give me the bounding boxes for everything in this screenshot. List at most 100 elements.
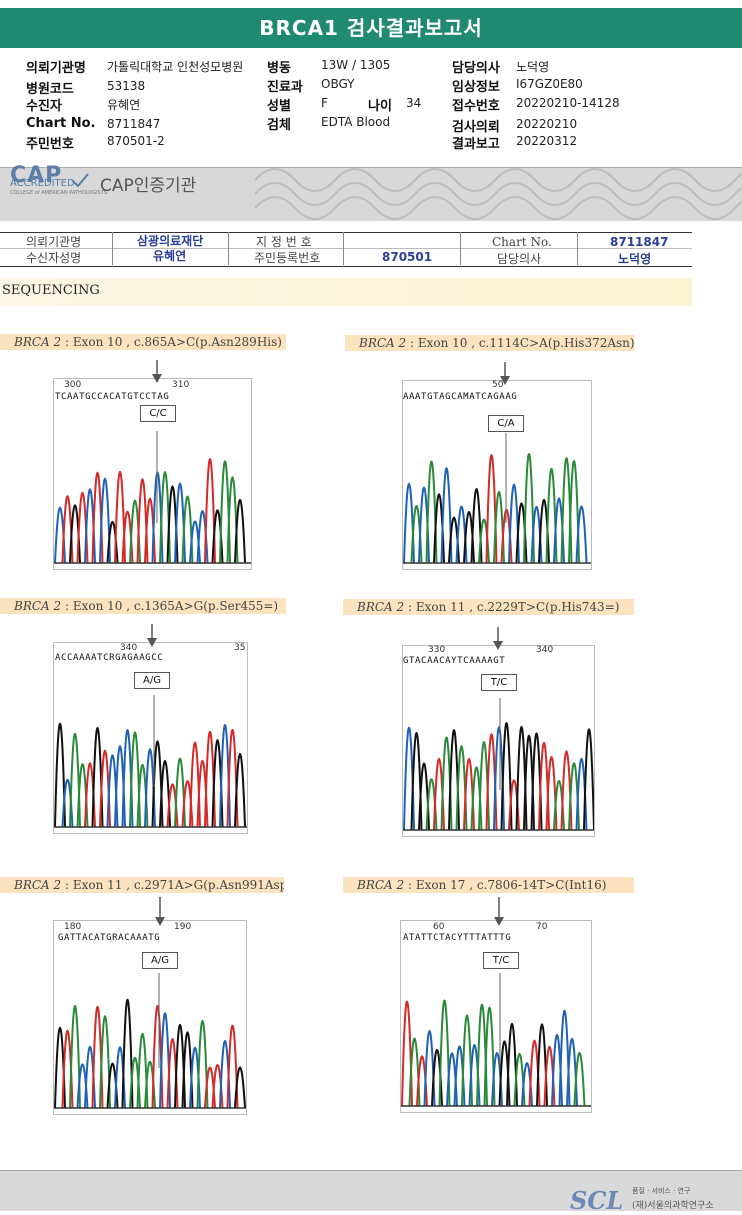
label-department: 진료과 (267, 80, 303, 95)
value-patient-name: 유혜연 (107, 98, 141, 112)
variant-desc: : Exon 17 , c.7806-14T>C(Int16) (404, 878, 607, 892)
chromatogram-5 (53, 920, 247, 1115)
trace-peak (136, 1033, 149, 1109)
base-call-sequence: GATTACATGRACAAATG (58, 933, 161, 943)
trace-peak (204, 458, 216, 564)
genotype-box: T/C (481, 674, 517, 691)
trace-peak (54, 723, 66, 828)
arrow-down-icon (500, 362, 510, 385)
value-department: OBGY (321, 77, 355, 91)
trace-peak (485, 454, 498, 564)
mid-label-receiver: 수신자성명 (26, 251, 82, 265)
trace-peak (99, 477, 111, 564)
label-age: 나이 (368, 99, 392, 114)
table-divider (343, 232, 344, 265)
genotype-box: C/A (488, 415, 524, 432)
arrow-down-icon (147, 624, 157, 647)
position-tick: 180 (64, 922, 82, 932)
trace-peak (478, 518, 490, 564)
gene-name: BRCA 2 (357, 600, 405, 614)
position-tick: 300 (64, 380, 82, 390)
trace-peak (573, 1052, 586, 1107)
label-specimen: 검체 (267, 118, 291, 133)
mid-label-resident-no: 주민등록번호 (254, 251, 321, 265)
cap-college-text: COLLEGE of AMERICAN PATHOLOGISTS (10, 190, 108, 196)
mid-value-physician: 노덕영 (618, 252, 652, 266)
trace-peak (438, 999, 451, 1107)
report-title-bar: BRCA1 검사결과보고서 (0, 8, 742, 48)
cap-logo-text: CAP (10, 163, 63, 188)
trace-peak (440, 467, 453, 564)
variant-desc: : Exon 11 , c.2229T>C(p.His743=) (404, 600, 620, 614)
sequencing-band (0, 278, 692, 306)
genotype-box: A/G (142, 952, 178, 969)
trace-peak (69, 1005, 81, 1109)
position-tick: 35 (234, 643, 246, 653)
label-report-date: 결과보고 (452, 137, 500, 152)
trace-peak (523, 453, 535, 564)
value-requesting-institution: 가톨릭대학교 인천성모병원 (107, 60, 244, 74)
variant-label-6: BRCA 2 : Exon 17 , c.7806-14T>C(Int16) (343, 877, 634, 893)
footer-organization: (재)서울의과학연구소 (632, 1201, 714, 1211)
trace-peak (470, 488, 483, 564)
trace-peak (234, 498, 246, 564)
mid-label-physician: 담당의사 (497, 252, 542, 266)
value-request-date: 20220210 (516, 117, 578, 131)
variant-desc: : Exon 11 , c.2971A>G(p.Asn991Asp) (61, 878, 284, 892)
value-physician: 노덕영 (516, 60, 550, 74)
trace-peak (575, 505, 588, 564)
value-report-date: 20220312 (516, 134, 578, 148)
base-call-sequence: AAATGTAGCAMATCAGAAG (403, 392, 518, 402)
base-call-sequence: ACCAAAATCRGAGAAGCC (55, 653, 164, 663)
trace-peak (226, 1024, 239, 1109)
arrow-down-icon (152, 360, 162, 383)
value-hospital-code: 53138 (107, 79, 146, 93)
genotype-box: A/G (134, 672, 170, 689)
trace-peak (106, 521, 119, 564)
label-request-date: 검사의뢰 (452, 120, 500, 135)
position-tick: 70 (536, 922, 548, 932)
position-tick: 310 (172, 380, 190, 390)
trace-peak (234, 1066, 246, 1109)
value-chart-no: 8711847 (107, 117, 161, 131)
position-tick: 340 (536, 645, 554, 655)
base-call-sequence: ATATTCTACYTTTATTTG (403, 933, 512, 943)
table-divider (112, 232, 113, 265)
trace-peak (500, 722, 513, 831)
value-specimen: EDTA Blood (321, 115, 391, 129)
chromatogram-3 (53, 642, 248, 834)
label-receipt-number: 접수번호 (452, 99, 500, 114)
decorative-wave-pattern (255, 168, 742, 220)
trace-peak (114, 470, 126, 564)
mid-value-resident-no: 870501 (382, 250, 433, 264)
position-tick: 60 (433, 922, 445, 932)
variant-label-2: BRCA 2 : Exon 10 , c.1114C>A(p.His372Asn… (345, 335, 634, 351)
trace-peak (121, 998, 134, 1109)
footer-slogan: 품질 · 서비스 · 연구 (632, 1187, 691, 1195)
label-sex: 성별 (267, 99, 291, 114)
label-requesting-institution: 의뢰기관명 (26, 61, 86, 76)
variant-label-3: BRCA 2 : Exon 10 , c.1365A>G(p.Ser455=) (0, 598, 286, 614)
chromatogram-4 (402, 645, 595, 837)
cap-accredited-text: ACCREDITED (10, 178, 75, 189)
chromatogram-6 (400, 920, 592, 1113)
value-age: 34 (406, 96, 422, 110)
gene-name: BRCA 2 (14, 335, 62, 349)
genotype-box: C/C (140, 405, 176, 422)
base-call-sequence: TCAATGCCACATGTCCTAG (55, 392, 170, 402)
label-physician: 담당의사 (452, 61, 500, 76)
cap-certified-label: CAP인증기관 (100, 176, 197, 196)
label-resident-number: 주민번호 (26, 137, 74, 152)
trace-peak (99, 1015, 111, 1109)
trace-peak (196, 1019, 209, 1109)
trace-peak (234, 753, 246, 828)
table-divider (228, 232, 229, 265)
arrow-down-icon (494, 897, 504, 926)
mid-value-chart-no: 8711847 (610, 235, 669, 249)
variant-desc: : Exon 10 , c.865A>C(p.Asn289His) (61, 335, 282, 349)
label-patient-name: 수진자 (26, 99, 62, 114)
variant-label-5: BRCA 2 : Exon 11 , c.2971A>G(p.Asn991Asp… (0, 877, 284, 893)
gene-name: BRCA 2 (14, 599, 62, 613)
arrow-down-icon (155, 897, 165, 926)
mid-value-receiver: 유혜연 (153, 249, 187, 263)
